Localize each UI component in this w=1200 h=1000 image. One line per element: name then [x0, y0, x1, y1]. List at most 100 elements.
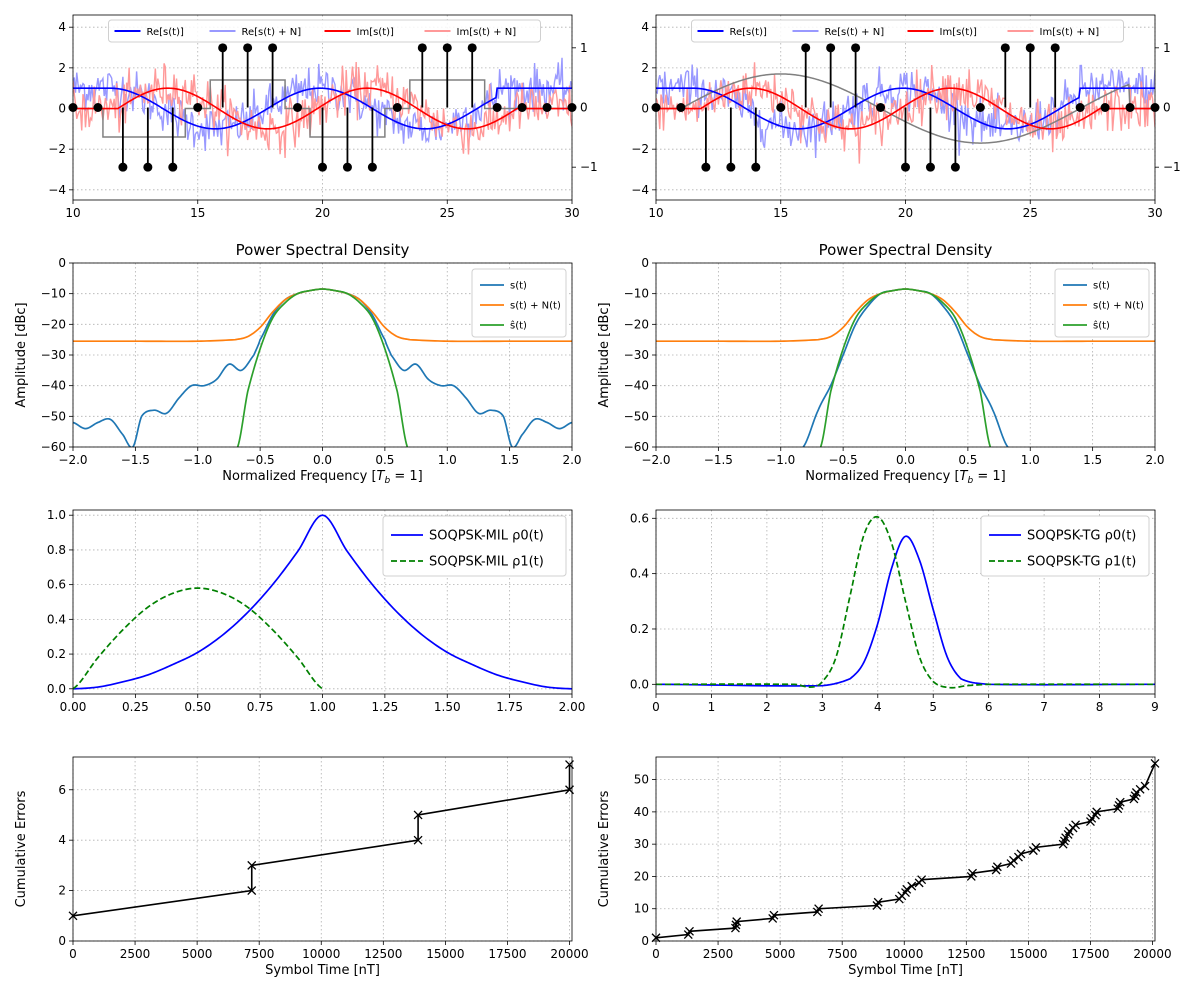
y-axis-label: Cumulative Errors	[597, 790, 612, 907]
y-tick-label: 0.0	[47, 682, 66, 696]
x-tick-label: 1.5	[1083, 453, 1102, 467]
y-tick-label: 0	[641, 256, 649, 270]
plot-area	[73, 514, 572, 690]
axes-frame	[655, 262, 1156, 448]
stem-marker	[168, 162, 178, 172]
x-tick-label: 3	[819, 700, 827, 714]
stem-marker	[143, 162, 153, 172]
stem-marker	[542, 103, 552, 112]
error-marker	[732, 917, 742, 927]
error-marker	[247, 860, 257, 870]
legend-frame	[980, 515, 1150, 577]
stem-marker	[293, 103, 303, 112]
y2-tick-label: −1	[1163, 160, 1181, 174]
error-marker	[907, 881, 917, 891]
stem-marker	[193, 103, 203, 112]
legend: SOQPSK-TG ρ0(t) SOQPSK-TG ρ1(t)	[980, 515, 1150, 577]
legend-frame	[1054, 268, 1150, 338]
x-tick-label: −1.0	[766, 453, 795, 467]
x-tick-label: 5000	[765, 947, 796, 961]
grid	[655, 510, 1156, 694]
axes-frame	[72, 14, 573, 201]
x-tick-label: 10	[648, 206, 663, 220]
series-re	[73, 87, 572, 130]
y-tick-label: −40	[624, 379, 649, 393]
stem-marker	[243, 43, 253, 53]
y-tick-label: 0	[58, 256, 66, 270]
error-marker	[968, 868, 977, 878]
x-axis-label: Normalized Frequency [Tb = 1]	[805, 469, 1005, 486]
x-tick-label: 2	[763, 700, 771, 714]
x-tick-label: 0	[652, 947, 660, 961]
x-tick-label: 1.50	[434, 700, 461, 714]
x-tick-label: 9	[1151, 700, 1159, 714]
y-tick-label: −20	[41, 317, 66, 331]
x-tick-label: 12500	[947, 947, 985, 961]
legend: Re[s(t)] Re[s(t) + N] Im[s(t)] Im[s(t) + N]	[108, 19, 541, 43]
stem-marker	[367, 162, 377, 172]
stem-marker	[876, 103, 886, 112]
x-tick-label: 2.0	[562, 453, 581, 467]
stem-marker	[676, 103, 686, 112]
y-tick-label: 2	[58, 884, 66, 898]
y-tick-label: −50	[41, 409, 66, 423]
axes-frame	[655, 756, 1156, 942]
axes-pulse-left: 0.00 0.25 0.50 0.75 1.00 1.25 1.50 1.75 2.00 0.0 0…	[47, 508, 585, 714]
x-tick-label: 12500	[364, 947, 402, 961]
x-axis-label: Symbol Time [nT]	[848, 963, 963, 978]
legend-label: s(t) + N(t)	[1093, 300, 1144, 311]
marker-group	[651, 758, 1160, 943]
x-tick-label: 15	[190, 206, 205, 220]
chart-title: Power Spectral Density	[819, 241, 993, 259]
y-tick-label: 4	[641, 20, 649, 34]
error-marker	[731, 920, 741, 930]
x-tick-label: −0.5	[246, 453, 275, 467]
error-marker	[873, 897, 883, 907]
x-tick-label: 0.50	[184, 700, 211, 714]
error-marker	[1031, 842, 1041, 852]
legend-label: Im[s(t)]	[940, 27, 978, 38]
x-tick-label: 1.0	[1021, 453, 1040, 467]
y-tick-label: 10	[634, 902, 649, 916]
axes-frame	[72, 509, 573, 695]
x-tick-label: 25	[1023, 206, 1038, 220]
legend-label: SOQPSK-MIL ρ1(t)	[429, 554, 544, 569]
stem-group	[68, 43, 577, 172]
x-tick-label: 1.75	[496, 700, 523, 714]
x-tick-label: 1.0	[438, 453, 457, 467]
error-marker	[917, 875, 927, 885]
stem-marker	[826, 43, 836, 53]
error-marker	[814, 904, 824, 914]
x-tick-label: 20000	[550, 947, 588, 961]
x-tick-label: 2500	[120, 947, 151, 961]
plot-area	[656, 515, 1155, 689]
legend: s(t) s(t) + N(t) ŝ(t)	[471, 268, 567, 338]
series-line-0	[656, 535, 1155, 687]
y-tick-label: 0.6	[47, 578, 66, 592]
axes-errors-right: 0 2500 5000 7500 10000 12500 15000 17500 20000 0 1…	[597, 756, 1172, 978]
legend-label: s(t)	[510, 280, 527, 291]
stem-marker	[751, 162, 761, 172]
series-line-2	[819, 288, 992, 447]
x-tick-label: 17500	[488, 947, 526, 961]
y-tick-label: 0.2	[47, 647, 66, 661]
x-tick-label: 6	[985, 700, 993, 714]
x-tick-label: 0	[69, 947, 77, 961]
x-tick-label: −1.0	[183, 453, 212, 467]
y-tick-label: −4	[631, 183, 649, 197]
legend-label: SOQPSK-TG ρ1(t)	[1027, 554, 1136, 569]
error-marker	[1135, 784, 1145, 794]
error-marker	[413, 835, 423, 845]
stem-marker	[342, 162, 352, 172]
x-tick-label: 0.0	[896, 453, 915, 467]
x-tick-label: 7	[1040, 700, 1048, 714]
x-tick-label: 0.00	[60, 700, 87, 714]
y-tick-label: −30	[41, 348, 66, 362]
stem-marker	[392, 103, 402, 112]
x-tick-label: 30	[564, 206, 579, 220]
error-marker	[902, 884, 912, 894]
legend: s(t) s(t) + N(t) ŝ(t)	[1054, 268, 1150, 338]
stem-marker	[950, 162, 960, 172]
x-tick-label: 0.5	[375, 453, 394, 467]
stem-marker	[93, 103, 103, 112]
